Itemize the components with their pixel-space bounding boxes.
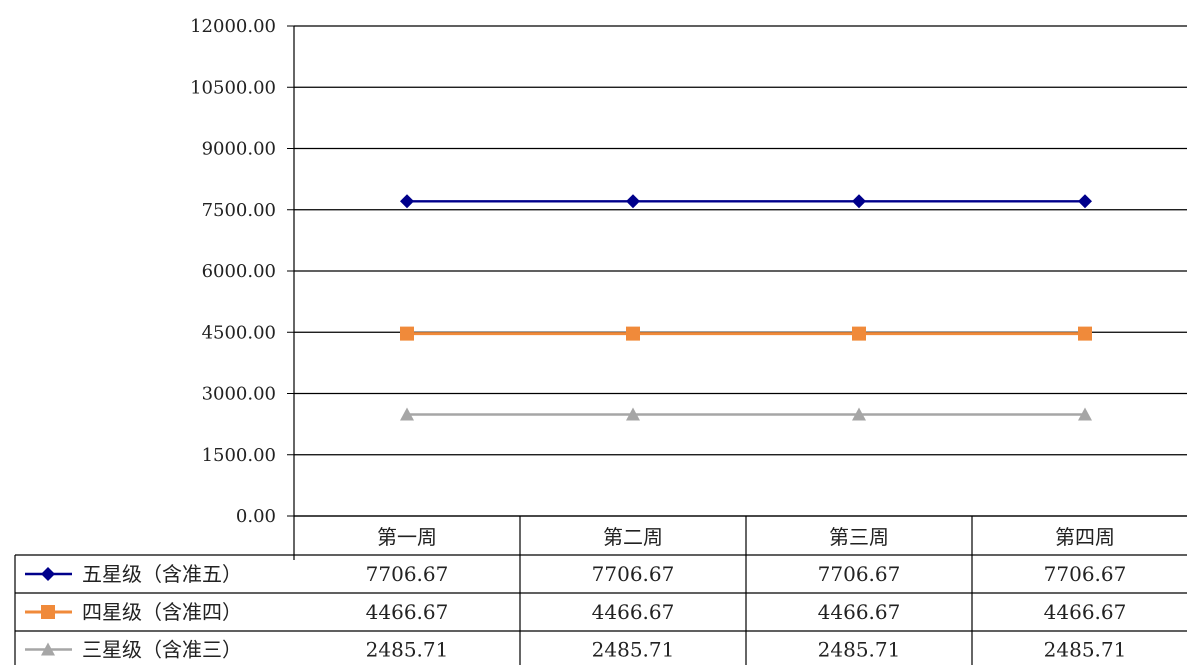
data-point [400, 407, 414, 421]
data-point [626, 194, 640, 209]
data-label: 2485.71 [1044, 638, 1127, 662]
data-point [852, 194, 866, 209]
data-point [1078, 407, 1092, 421]
y-tick-label: 12000.00 [190, 16, 276, 37]
data-label: 4466.67 [366, 600, 449, 624]
data-label: 7706.67 [818, 562, 901, 586]
series-lines [400, 194, 1092, 421]
x-category-label: 第四周 [1055, 525, 1115, 549]
series-1 [400, 194, 1092, 209]
data-label: 2485.71 [366, 638, 449, 662]
x-category-label: 第一周 [377, 525, 437, 549]
data-point [852, 326, 866, 341]
y-tick-label: 0.00 [236, 506, 276, 527]
data-label: 4466.67 [1044, 600, 1127, 624]
legend-key-marker [41, 567, 55, 581]
y-tick-label: 7500.00 [202, 200, 276, 221]
y-axis-ticks: 0.00 1500.00 3000.00 4500.00 6000.00 7500.00 9… [190, 16, 276, 527]
data-point [400, 194, 414, 209]
y-tick-label: 6000.00 [202, 261, 276, 282]
data-point [1078, 194, 1092, 209]
legend-key-marker [41, 642, 55, 656]
legend-key-marker [41, 605, 55, 619]
data-point [400, 326, 414, 341]
x-category-label: 第二周 [603, 525, 663, 549]
data-point [626, 326, 640, 341]
data-label: 7706.67 [592, 562, 675, 586]
data-point [1078, 326, 1092, 341]
gridlines [287, 25, 1187, 560]
y-tick-label: 9000.00 [202, 139, 276, 160]
legend-entry: 四星级（含准四） [82, 600, 242, 624]
data-label: 2485.71 [818, 638, 901, 662]
data-point [852, 407, 866, 421]
data-point [626, 407, 640, 421]
y-tick-label: 3000.00 [202, 384, 276, 405]
data-label: 2485.71 [592, 638, 675, 662]
y-tick-label: 1500.00 [202, 445, 276, 466]
series-2 [400, 326, 1092, 341]
legend-entry: 五星级（含准五） [82, 562, 242, 586]
x-category-label: 第三周 [829, 525, 889, 549]
data-label: 4466.67 [818, 600, 901, 624]
y-tick-label: 10500.00 [190, 77, 276, 98]
series-3 [400, 407, 1092, 421]
data-label: 7706.67 [366, 562, 449, 586]
legend-entry: 三星级（含准三） [82, 638, 242, 662]
data-label: 7706.67 [1044, 562, 1127, 586]
data-label: 4466.67 [592, 600, 675, 624]
y-tick-label: 4500.00 [202, 322, 276, 343]
